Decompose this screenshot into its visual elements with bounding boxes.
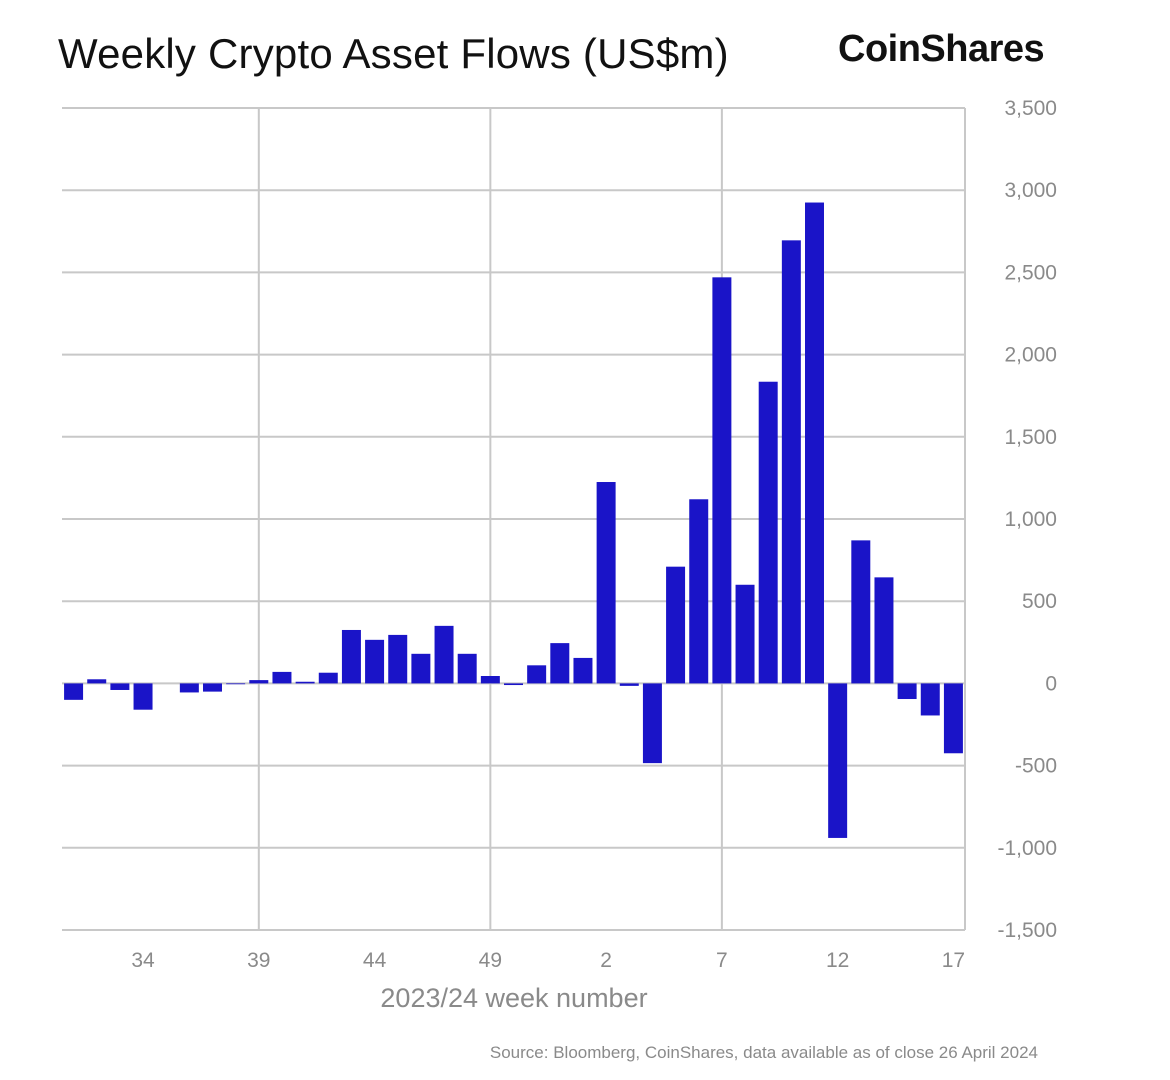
bar bbox=[735, 584, 755, 684]
y-tick-label: 500 bbox=[1022, 590, 1057, 613]
y-tick-label: 3,000 bbox=[1004, 179, 1057, 202]
bar bbox=[87, 679, 107, 684]
x-tick-label: 2 bbox=[600, 949, 612, 972]
bar bbox=[318, 672, 338, 684]
y-tick-label: 1,500 bbox=[1004, 426, 1057, 449]
bar bbox=[642, 683, 662, 764]
y-tick-label: 2,000 bbox=[1004, 344, 1057, 367]
bar bbox=[943, 683, 963, 754]
coinshares-logo: CoinShares bbox=[838, 28, 1045, 70]
y-tick-label: 1,000 bbox=[1004, 508, 1057, 531]
bar bbox=[596, 482, 616, 684]
y-tick-label: 3,500 bbox=[1004, 97, 1057, 120]
bar bbox=[666, 566, 686, 684]
x-tick-label: 34 bbox=[131, 949, 155, 972]
bar bbox=[226, 683, 246, 685]
chart-title: Weekly Crypto Asset Flows (US$m) bbox=[58, 30, 729, 77]
bar bbox=[619, 683, 639, 686]
bar bbox=[272, 671, 292, 684]
y-tick-label: -500 bbox=[1015, 755, 1057, 778]
bar bbox=[851, 540, 871, 684]
bar bbox=[388, 634, 408, 684]
bar bbox=[480, 676, 500, 684]
bar bbox=[341, 629, 361, 684]
y-tick-label: 0 bbox=[1045, 672, 1057, 695]
bar bbox=[249, 680, 269, 684]
bar bbox=[550, 643, 570, 684]
x-tick-label: 39 bbox=[247, 949, 270, 972]
x-tick-label: 12 bbox=[826, 949, 849, 972]
bar bbox=[828, 683, 848, 838]
bar bbox=[781, 240, 801, 684]
y-tick-label: 2,500 bbox=[1004, 261, 1057, 284]
bar bbox=[689, 499, 709, 684]
bar bbox=[874, 577, 894, 684]
y-tick-label: -1,500 bbox=[997, 919, 1057, 942]
bar bbox=[527, 665, 547, 684]
bar bbox=[411, 653, 431, 684]
x-tick-label: 49 bbox=[479, 949, 502, 972]
bar bbox=[434, 625, 454, 684]
bar bbox=[920, 683, 940, 716]
x-tick-label: 17 bbox=[942, 949, 965, 972]
bar bbox=[758, 381, 778, 684]
source-note: Source: Bloomberg, CoinShares, data avai… bbox=[489, 1043, 1038, 1062]
y-tick-label: -1,000 bbox=[997, 837, 1057, 860]
bar bbox=[457, 653, 477, 684]
bar bbox=[203, 683, 222, 692]
x-axis-label: 2023/24 week number bbox=[380, 983, 647, 1013]
x-tick-label: 7 bbox=[716, 949, 728, 972]
bar bbox=[712, 277, 732, 684]
bar bbox=[64, 683, 84, 700]
bar bbox=[805, 202, 824, 684]
x-tick-label: 44 bbox=[363, 949, 387, 972]
bar bbox=[179, 683, 199, 693]
bar bbox=[365, 639, 385, 684]
bar bbox=[897, 683, 917, 700]
bar bbox=[295, 681, 315, 684]
bar bbox=[133, 683, 153, 710]
bar bbox=[110, 683, 130, 690]
bar bbox=[504, 683, 523, 686]
bar bbox=[573, 657, 593, 684]
